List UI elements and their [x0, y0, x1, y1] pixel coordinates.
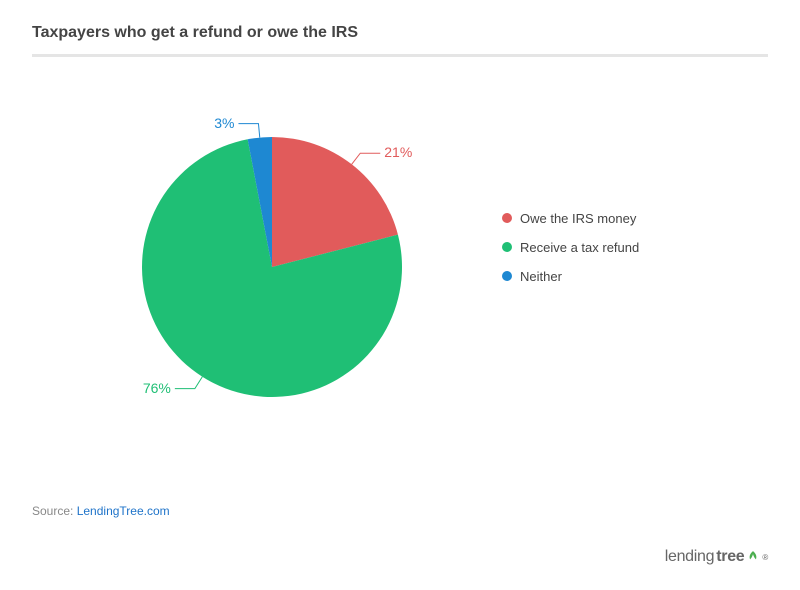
source-line: Source: LendingTree.com: [32, 504, 170, 518]
source-link[interactable]: LendingTree.com: [77, 504, 170, 518]
legend: Owe the IRS money Receive a tax refund Nei…: [502, 211, 639, 284]
trademark-symbol: ®: [762, 553, 768, 562]
chart-title: Taxpayers who get a refund or owe the IR…: [32, 24, 768, 54]
slice-label: 76%: [143, 380, 171, 396]
legend-item: Receive a tax refund: [502, 240, 639, 255]
slice-label: 3%: [214, 115, 234, 131]
pie-chart: 21% 76% 3%: [32, 77, 462, 457]
legend-label: Neither: [520, 269, 562, 284]
legend-dot: [502, 242, 512, 252]
legend-dot: [502, 213, 512, 223]
title-rule: [32, 54, 768, 57]
logo-text-part1: lending: [665, 548, 715, 566]
slice-label: 21%: [384, 144, 412, 160]
chart-area: 21% 76% 3% Owe the IRS money Receive a tax …: [32, 77, 768, 457]
legend-item: Neither: [502, 269, 639, 284]
legend-item: Owe the IRS money: [502, 211, 639, 226]
logo-text-part2: tree: [716, 548, 744, 566]
legend-dot: [502, 271, 512, 281]
source-prefix: Source:: [32, 504, 77, 518]
leaf-icon: [746, 550, 760, 564]
lendingtree-logo: lendingtree ®: [665, 548, 768, 566]
legend-label: Receive a tax refund: [520, 240, 639, 255]
legend-label: Owe the IRS money: [520, 211, 636, 226]
